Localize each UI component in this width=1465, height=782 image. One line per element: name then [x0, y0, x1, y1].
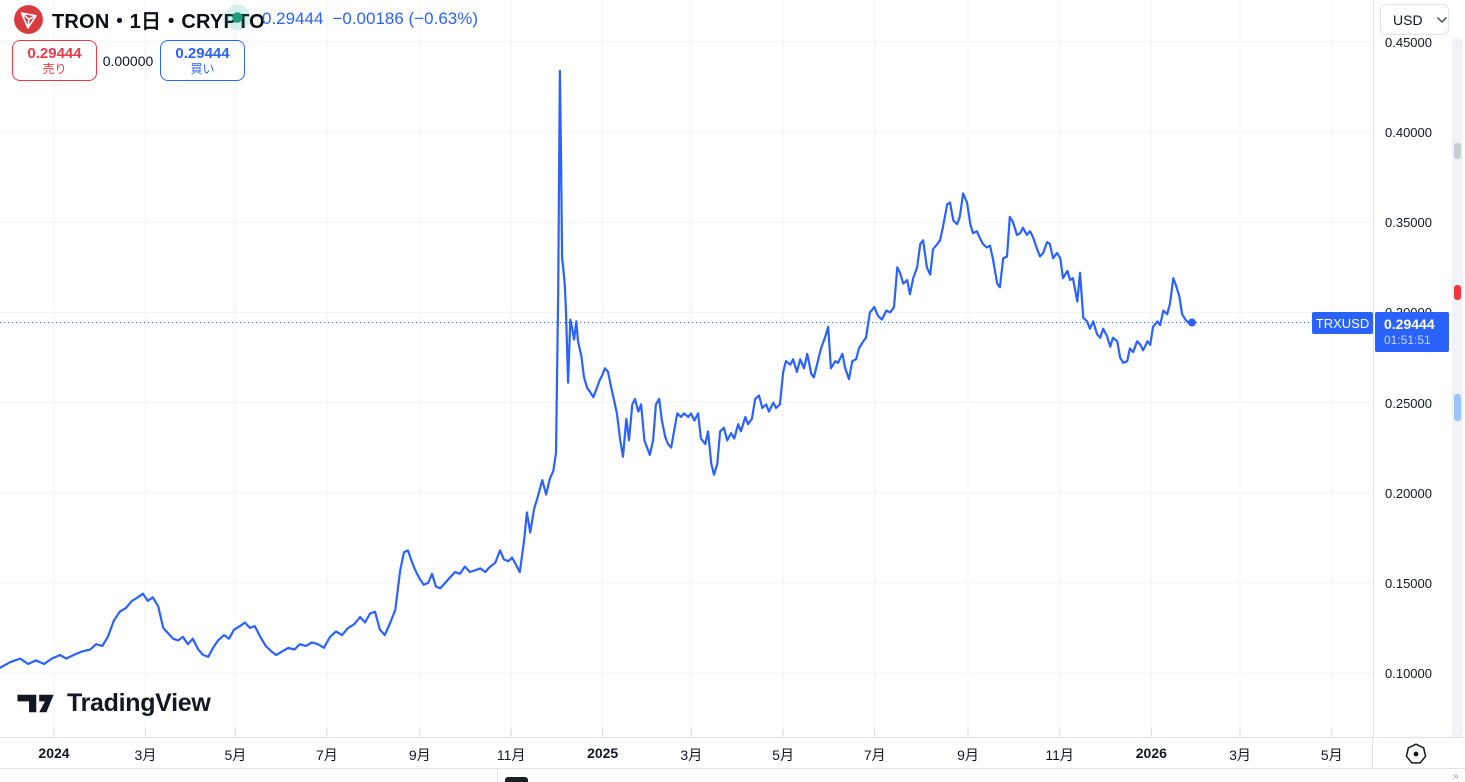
last-price: 0.29444 — [262, 9, 324, 28]
hidden-toolbar-fragment — [505, 777, 528, 782]
currency-value: USD — [1393, 11, 1423, 28]
price-axis-label: 0.35000 — [1385, 215, 1432, 231]
price-axis-label: 0.10000 — [1385, 665, 1432, 681]
scale-marker — [1454, 142, 1461, 160]
price-axis-label: 0.40000 — [1385, 125, 1432, 141]
price-axis[interactable]: USD 0.450000.400000.350000.300000.250000… — [1373, 0, 1465, 737]
buy-price: 0.29444 — [175, 44, 230, 62]
buy-label: 買い — [190, 61, 215, 76]
symbol-header: TRON・1日・CRYPTO — [14, 5, 265, 34]
chart-canvas[interactable] — [0, 0, 1373, 737]
price-axis-label: 0.15000 — [1385, 575, 1432, 591]
tradingview-watermark[interactable]: TradingView — [16, 689, 211, 718]
gear-icon[interactable] — [1404, 742, 1428, 766]
time-axis-label: 3月 — [134, 747, 157, 763]
currency-selector[interactable]: USD — [1380, 4, 1449, 35]
market-status-icon[interactable] — [224, 4, 251, 31]
last-price-tag: 0.29444 01:51:51 — [1375, 312, 1449, 353]
watermark-text: TradingView — [67, 689, 211, 717]
axis-divider — [1372, 738, 1373, 769]
time-axis-label: 5月 — [224, 747, 247, 763]
time-axis-label: 2026 — [1135, 745, 1167, 761]
time-axis-label: 3月 — [1229, 747, 1251, 763]
price-axis-label: 0.20000 — [1385, 485, 1432, 501]
sell-price: 0.29444 — [27, 44, 82, 62]
time-axis-label: 5月 — [1320, 747, 1343, 763]
price-scale-track — [1452, 38, 1463, 737]
time-axis-label: 7月 — [863, 747, 886, 763]
tradingview-logo-icon — [17, 694, 54, 713]
time-axis-label: 7月 — [315, 747, 338, 763]
price-axis-label: 0.25000 — [1385, 395, 1432, 411]
scale-marker — [1454, 393, 1461, 421]
time-axis-label: 11月 — [496, 747, 526, 763]
scale-marker — [1454, 285, 1461, 300]
tron-logo-icon — [14, 5, 43, 34]
price-change: −0.00186 (−0.63%) — [332, 9, 479, 28]
chevron-down-icon — [1436, 16, 1447, 23]
symbol-title[interactable]: TRON・1日・CRYPTO — [52, 11, 265, 33]
time-axis-label: 3月 — [680, 747, 703, 763]
symbol-price-tag: TRXUSD — [1312, 312, 1373, 335]
strip-divider — [497, 769, 498, 782]
sell-button[interactable]: 0.29444 売り — [12, 40, 97, 81]
resize-handle-icon[interactable]: » — [1453, 771, 1459, 782]
price-series-line — [0, 69, 1193, 669]
bar-countdown: 01:51:51 — [1384, 333, 1431, 348]
time-axis-label: 5月 — [772, 747, 794, 763]
spread-value: 0.00000 — [102, 52, 154, 69]
time-axis-label: 9月 — [408, 747, 431, 763]
bottom-strip: » — [0, 768, 1465, 782]
time-axis-label: 2024 — [38, 745, 70, 761]
time-axis[interactable]: 2024 3月 5月 7月 9月 11月 2025 3月 5月 7月 9月 11月 2026 3月 5月 — [0, 737, 1465, 769]
time-axis-label: 9月 — [957, 747, 979, 763]
time-axis-label: 2025 — [587, 745, 619, 761]
sell-label: 売り — [42, 61, 67, 76]
last-price-dot — [1187, 318, 1196, 327]
buy-button[interactable]: 0.29444 買い — [160, 40, 245, 81]
last-price-tag-value: 0.29444 — [1384, 316, 1435, 333]
price-axis-label: 0.45000 — [1385, 35, 1432, 50]
quote-readout: 0.29444 −0.00186 (−0.63%) — [262, 9, 478, 29]
time-axis-label: 11月 — [1045, 747, 1074, 763]
